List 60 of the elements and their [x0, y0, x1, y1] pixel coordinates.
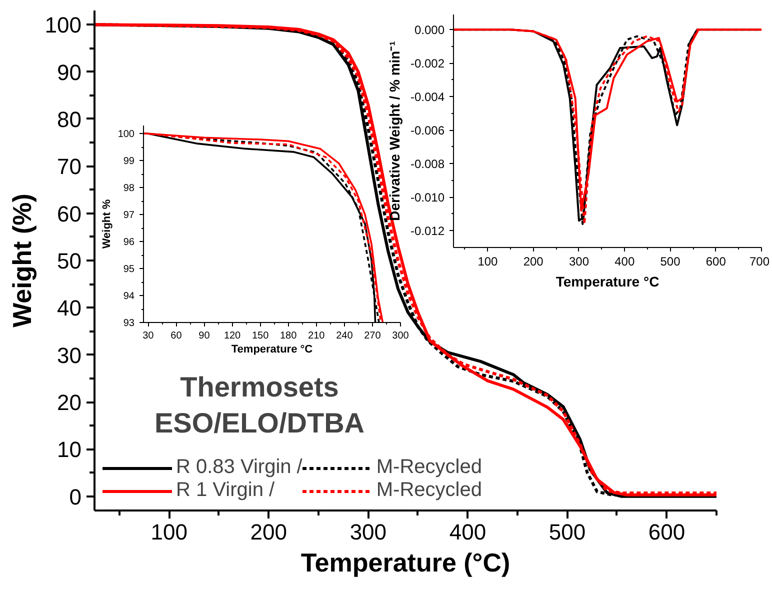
x-tick-label: 200: [523, 254, 544, 268]
x-axis-title: Temperature °C: [556, 274, 660, 290]
y-tick-label: 80: [57, 106, 82, 132]
x-tick-label: 240: [336, 330, 354, 342]
x-tick-label: 500: [660, 254, 681, 268]
x-tick-label: 90: [198, 330, 210, 342]
y-tick-label: 97: [123, 210, 135, 222]
legend-label: R 1 Virgin /: [176, 479, 275, 502]
y-tick-label: 60: [57, 201, 82, 226]
x-tick-label: 150: [252, 330, 270, 342]
y-tick-label: 93: [123, 318, 135, 329]
x-tick-label: 120: [224, 330, 242, 342]
y-tick-label: 50: [57, 248, 82, 274]
x-tick-label: 400: [449, 520, 486, 544]
y-tick-label: 20: [57, 390, 82, 416]
legend-label: R 0.83 Virgin /: [176, 456, 302, 479]
y-tick-label: 0: [69, 484, 82, 510]
x-tick-label: 200: [250, 520, 288, 544]
y-tick-label: -0.004: [410, 90, 445, 104]
y-tick-label: 100: [118, 129, 135, 140]
y-tick-label: 90: [57, 60, 82, 85]
x-tick-label: 30: [142, 330, 154, 342]
y-tick-label: -0.008: [410, 157, 445, 172]
x-tick-label: 600: [648, 520, 686, 544]
x-tick-label: 300: [568, 254, 590, 268]
legend-label: M-Recycled: [376, 479, 482, 502]
y-tick-label: 0.000: [414, 23, 445, 38]
y-tick-label: 98: [123, 183, 135, 194]
y-tick-label: 70: [57, 154, 82, 180]
x-tick-label: 180: [280, 330, 298, 342]
x-tick-label: 500: [548, 520, 586, 544]
x-tick-label: 100: [478, 254, 498, 268]
y-axis-title: Weight %: [100, 199, 113, 249]
y-tick-label: 95: [123, 264, 135, 276]
y-tick-label: 94: [123, 291, 135, 302]
y-axis-title: Weight (%): [6, 194, 37, 328]
annotation: Thermosets: [180, 372, 339, 402]
x-tick-label: 600: [706, 254, 726, 268]
y-tick-label: -0.006: [410, 124, 445, 138]
y-tick-label: 40: [57, 296, 82, 321]
x-tick-label: 300: [350, 520, 387, 544]
y-tick-label: 96: [123, 237, 135, 248]
y-tick-label: 10: [57, 437, 82, 462]
x-tick-label: 60: [170, 330, 182, 342]
x-axis-title: Temperature °C: [231, 344, 313, 356]
y-tick-label: -0.010: [410, 190, 445, 205]
x-tick-label: 210: [308, 330, 326, 342]
y-axis-title: Derivative Weight / % min⁻¹: [386, 40, 402, 221]
y-tick-label: 100: [44, 12, 82, 38]
legend-label: M-Recycled: [376, 456, 482, 479]
annotation: ESO/ELO/DTBA: [154, 408, 365, 438]
x-tick-label: 270: [364, 330, 382, 342]
y-tick-label: 99: [123, 156, 135, 168]
x-tick-label: 700: [749, 254, 770, 268]
y-tick-label: -0.012: [410, 224, 445, 238]
x-axis-title: Temperature (°C): [300, 548, 510, 578]
x-tick-label: 100: [150, 520, 188, 544]
y-tick-label: -0.002: [410, 56, 445, 71]
x-tick-label: 400: [614, 254, 635, 268]
x-tick-label: 300: [392, 330, 410, 342]
